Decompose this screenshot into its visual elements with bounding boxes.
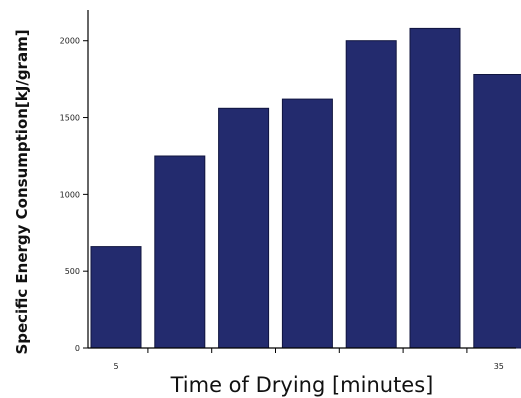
x-tick-label-5: 5 bbox=[113, 362, 118, 371]
y-tick-label: 0 bbox=[75, 344, 80, 353]
bar-35 bbox=[473, 74, 521, 349]
bar-20 bbox=[281, 98, 333, 349]
bar-15 bbox=[218, 107, 270, 349]
bar-5 bbox=[90, 246, 142, 349]
y-tick-label: 2000 bbox=[60, 37, 80, 46]
bar-25 bbox=[345, 40, 397, 349]
y-tick-label: 1500 bbox=[60, 114, 80, 123]
y-tick-label: 1000 bbox=[60, 190, 80, 199]
bar-30 bbox=[409, 27, 461, 349]
bars-group bbox=[90, 27, 521, 349]
y-tick-label: 500 bbox=[65, 267, 80, 276]
x-tick-label-35: 35 bbox=[494, 362, 504, 371]
x-axis-title: Time of Drying [minutes] bbox=[170, 373, 434, 397]
y-ticks-group: 0 500 1000 1500 2000 bbox=[60, 37, 88, 353]
bar-10 bbox=[154, 155, 206, 349]
x-ticks-group: 5 35 bbox=[113, 348, 504, 371]
axes-group bbox=[87, 10, 516, 349]
y-axis-title: Specific Energy Consumption[kJ/gram] bbox=[13, 29, 31, 354]
